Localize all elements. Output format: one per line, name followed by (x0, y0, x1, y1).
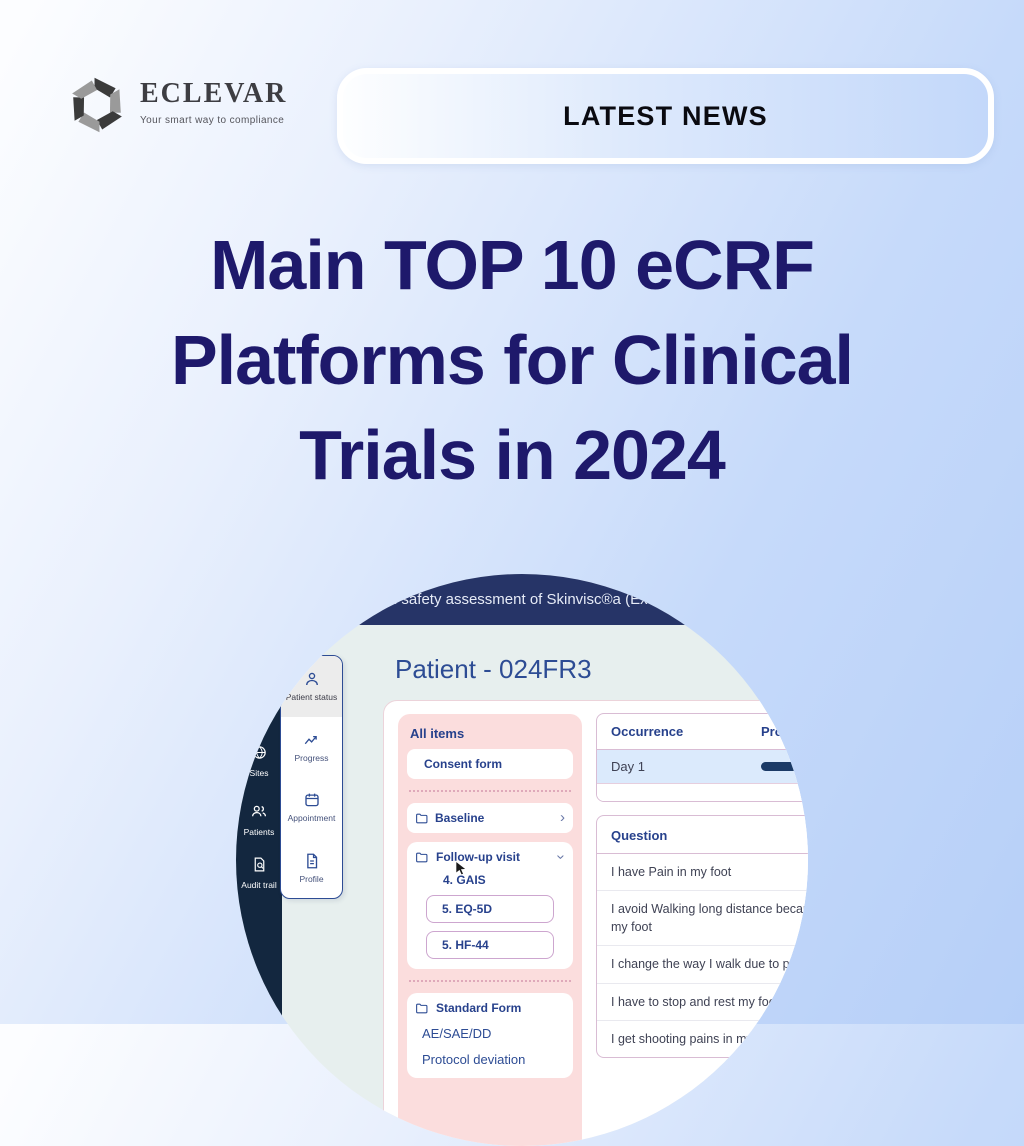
question-table: Question I have Pain in my foot I avoid … (596, 815, 808, 1058)
nav-rail-item-sites[interactable]: Sites (236, 744, 282, 778)
patient-heading: Patient - 024FR3 (395, 654, 592, 684)
sidebar-item-profile[interactable]: Profile (281, 838, 342, 899)
folder-icon (415, 812, 428, 825)
table-row-day1[interactable]: Day 1 (597, 750, 808, 784)
sidebar-item-label: Appointment (287, 813, 336, 824)
brand-tagline: Your smart way to compliance (140, 115, 285, 126)
form-subitem-protocol-deviation[interactable]: Protocol deviation (422, 1052, 526, 1067)
profile-icon (306, 853, 317, 869)
appointment-icon (304, 793, 319, 807)
sidebar-item-label: Progress (294, 752, 329, 763)
question-row[interactable]: I avoid Walking long distance because of… (597, 891, 808, 947)
patients-icon (251, 805, 267, 817)
form-list-title: All items (410, 726, 465, 741)
occurrence-cell: Day 1 (611, 759, 645, 774)
form-item-standard-form[interactable]: Standard Form (415, 1001, 565, 1015)
nav-rail-label: Audit trail (241, 880, 277, 890)
app-top-bar: d safety assessment of Skinvisc®a (Exc (236, 574, 808, 625)
sites-icon (252, 746, 266, 759)
form-subitem-aesaedd[interactable]: AE/SAE/DD (422, 1026, 492, 1041)
question-row[interactable]: I change the way I walk due to pain in m… (597, 946, 808, 984)
nav-rail-label: Sites (249, 768, 269, 778)
app-nav-rail: Sites Patients Audit trail (236, 625, 282, 1146)
progress-column-header: Prog (761, 724, 791, 739)
patient-status-icon (305, 673, 318, 686)
form-item-label: Follow-up visit (436, 850, 520, 864)
form-item-label: Standard Form (436, 1001, 522, 1015)
empty-row (597, 784, 808, 801)
occurrence-table-header: Occurrence Prog (597, 714, 808, 750)
form-item-consent[interactable]: Consent form (407, 749, 573, 779)
form-subitem-eq5d[interactable]: 5. EQ-5D (426, 895, 554, 923)
sidebar-item-patient-status[interactable]: Patient status (281, 656, 342, 717)
mouse-cursor-icon (455, 860, 468, 876)
question-row[interactable]: I have Pain in my foot (597, 854, 808, 892)
brand-name: ECLEVAR (140, 78, 288, 109)
folder-icon (415, 1002, 428, 1015)
progress-bar (761, 762, 808, 771)
question-column-header: Question (597, 816, 808, 854)
page-title: Main TOP 10 eCRF Platforms for Clinical … (170, 226, 854, 494)
latest-news-banner: LATEST NEWS (337, 68, 994, 164)
form-group-standard: Standard Form AE/SAE/DD Protocol deviati… (407, 993, 573, 1078)
progress-icon (304, 735, 317, 744)
app-screenshot-circle: Sites Patients Audit trail d safety asse… (236, 574, 808, 1146)
sidebar-item-label: Profile (299, 873, 324, 884)
form-group-followup: Follow-up visit › 4. GAIS 5. EQ-5D 5. HF… (407, 842, 573, 969)
sidebar-item-appointment[interactable]: Appointment (281, 777, 342, 838)
divider (409, 980, 571, 982)
chevron-right-icon: › (560, 809, 565, 826)
study-title-text: d safety assessment of Skinvisc®a (Exc (388, 591, 656, 608)
occurrence-table: Occurrence Prog Day 1 (596, 713, 808, 802)
brand-logo: ECLEVAR Your smart way to compliance (66, 72, 287, 138)
nav-rail-item-audit-trail[interactable]: Audit trail (236, 856, 282, 890)
form-item-followup-visit[interactable]: Follow-up visit › (415, 850, 570, 864)
eclevar-hexagon-icon (72, 77, 122, 133)
app-sidebar: Patient status Progress Appointment Prof… (280, 655, 343, 899)
sidebar-item-progress[interactable]: Progress (281, 717, 342, 778)
audit-trail-icon (254, 857, 264, 872)
form-item-label: Baseline (435, 811, 485, 825)
form-item-label: Consent form (424, 757, 502, 771)
form-list-panel: All items Consent form Baseline › Follow… (398, 714, 582, 1146)
divider (409, 790, 571, 792)
folder-icon (415, 851, 428, 864)
sidebar-item-label: Patient status (285, 692, 338, 703)
chevron-down-icon: › (552, 854, 570, 860)
form-item-baseline[interactable]: Baseline › (407, 803, 573, 833)
nav-rail-item-patients[interactable]: Patients (236, 802, 282, 837)
occurrence-column-header: Occurrence (611, 724, 684, 739)
form-subitem-hf44[interactable]: 5. HF-44 (426, 931, 554, 959)
nav-rail-label: Patients (243, 827, 275, 837)
latest-news-label: LATEST NEWS (563, 100, 768, 131)
question-row[interactable]: I have to stop and rest my foot because … (597, 984, 808, 1021)
question-row[interactable]: I get shooting pains in my foot (611, 1031, 778, 1046)
form-subitem-gais[interactable]: 4. GAIS (443, 873, 486, 887)
